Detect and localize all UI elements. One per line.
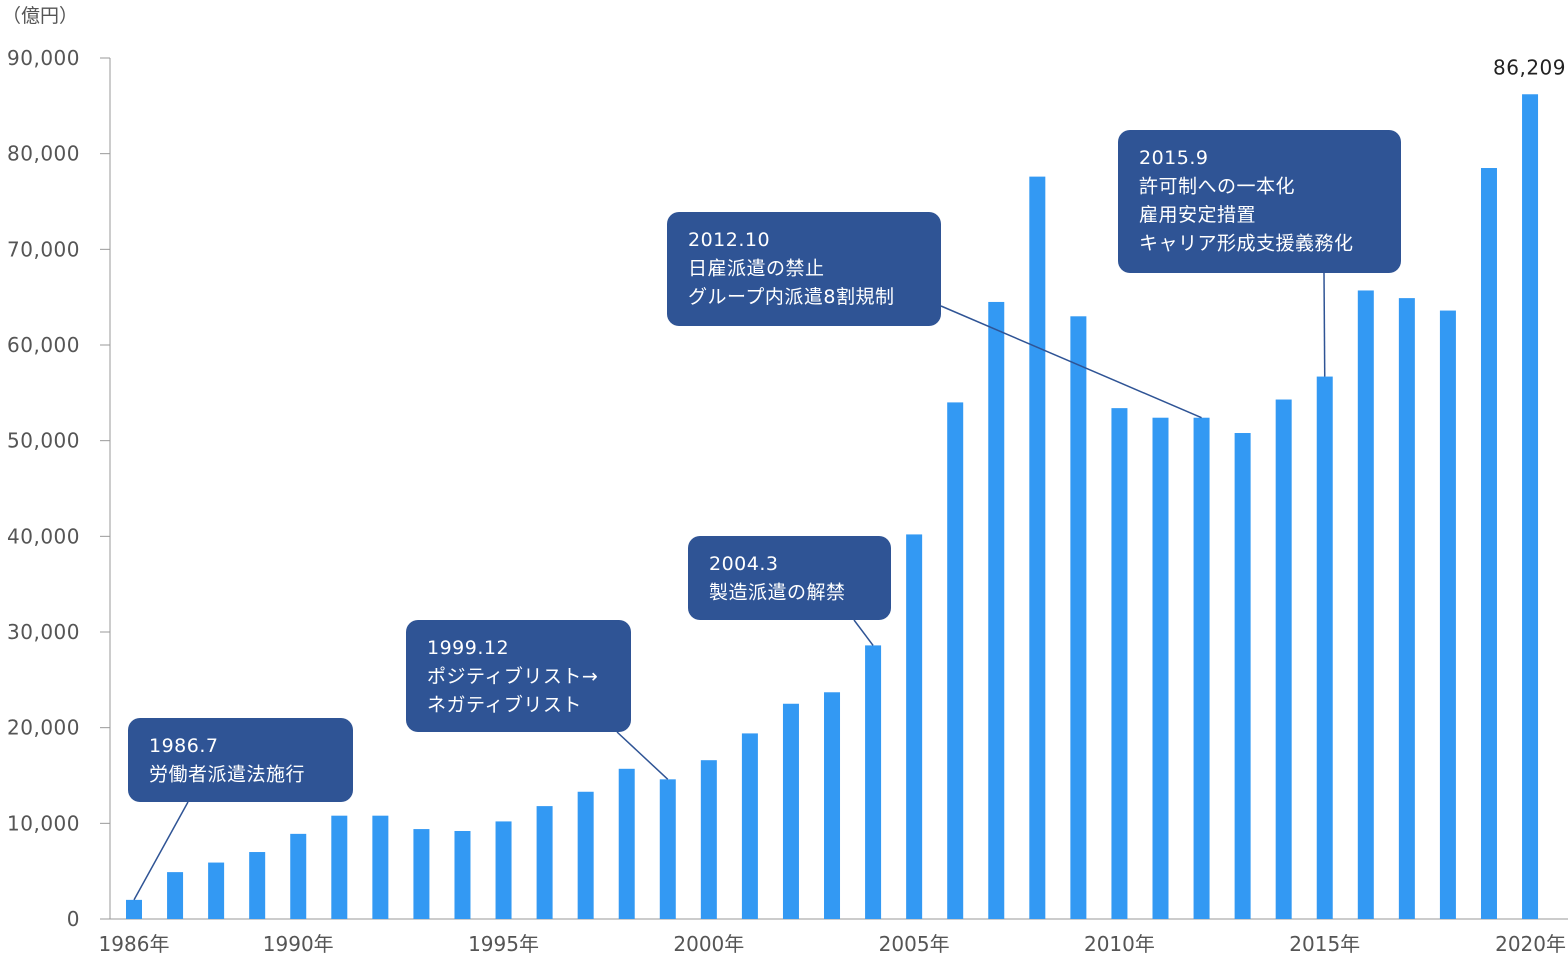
- bar-1993: [413, 829, 430, 919]
- callout-text-line: 雇用安定措置: [1139, 204, 1256, 226]
- bar-2016: [1357, 290, 1374, 920]
- bar-2010: [1111, 408, 1128, 919]
- y-tick-label: 60,000: [7, 333, 80, 357]
- bar-1994: [454, 830, 471, 919]
- bar-1996: [536, 806, 553, 919]
- bar-1998: [618, 768, 635, 919]
- callout-leader-line: [1323, 272, 1326, 377]
- x-tick-label: 2020年: [1495, 932, 1566, 956]
- value-labels: 86,209: [1493, 55, 1566, 79]
- callout-1986.7: 1986.7 労働者派遣法施行: [128, 718, 353, 901]
- bar-1988: [208, 862, 225, 919]
- callout-box: [688, 536, 891, 620]
- bar-2015: [1316, 376, 1333, 919]
- callout-text-line: キャリア形成支援義務化: [1139, 233, 1354, 255]
- y-tick-label: 80,000: [7, 142, 80, 166]
- annotation-callouts: 1986.7 労働者派遣法施行 1999.12 ポジティブリスト→ ネガティブリスト 20…: [128, 130, 1401, 901]
- bar-1995: [495, 821, 512, 919]
- y-tick-label: 0: [67, 907, 80, 931]
- y-tick-label: 90,000: [7, 46, 80, 70]
- callout-text-line: 労働者派遣法施行: [149, 764, 305, 786]
- callout-text-line: 2012.10: [688, 229, 770, 251]
- callout-text-line: 製造派遣の解禁: [709, 582, 846, 604]
- callout-text-line: 許可制への一本化: [1139, 176, 1295, 198]
- callout-text-line: ポジティブリスト→: [427, 665, 598, 688]
- bar-1991: [331, 815, 348, 919]
- bar-2011: [1152, 417, 1169, 919]
- bar-2005: [906, 534, 923, 919]
- bar-2000: [700, 760, 717, 919]
- bar-2014: [1275, 399, 1292, 919]
- bar-2008: [1029, 176, 1046, 920]
- bar-1986: [126, 899, 142, 919]
- x-tick-label: 1986年: [99, 932, 170, 956]
- bar-series: [126, 94, 1539, 920]
- bar-2002: [782, 703, 799, 919]
- x-axis-ticks: 1986年 1990年 1995年 2000年 2005年 2010年 2015年 2020年: [99, 932, 1566, 956]
- callout-leader-line: [853, 619, 874, 646]
- y-tick-label: 40,000: [7, 524, 80, 548]
- y-tick-label: 30,000: [7, 620, 80, 644]
- y-tick-label: 70,000: [7, 237, 80, 261]
- x-tick-label: 2015年: [1289, 932, 1360, 956]
- callout-text-line: 日雇派遣の禁止: [688, 258, 825, 280]
- y-tick-label: 50,000: [7, 429, 80, 453]
- callout-2004.3: 2004.3 製造派遣の解禁: [688, 536, 891, 646]
- bar-1999: [659, 779, 676, 919]
- bar-2006: [947, 402, 964, 919]
- callout-leader-line: [940, 305, 1202, 419]
- bar-1997: [577, 791, 594, 919]
- x-tick-label: 1990年: [263, 932, 334, 956]
- callout-leader-line: [616, 731, 669, 780]
- bar-2013: [1234, 433, 1251, 919]
- callout-leader-line: [133, 801, 189, 901]
- x-tick-label: 1995年: [468, 932, 539, 956]
- bar-2018: [1439, 310, 1456, 919]
- bar-2017: [1398, 298, 1415, 920]
- bar-2001: [741, 733, 758, 919]
- callout-box: [667, 212, 941, 326]
- bar-2020: [1522, 94, 1539, 920]
- callout-text-line: 2015.9: [1139, 147, 1208, 169]
- callout-text-line: グループ内派遣8割規制: [688, 286, 894, 308]
- bar-2012: [1193, 417, 1210, 919]
- bar-1992: [372, 815, 389, 919]
- callout-box: [406, 620, 631, 732]
- x-tick-label: 2010年: [1084, 932, 1155, 956]
- bar-2004: [865, 645, 882, 919]
- y-axis-unit-label: （億円）: [2, 5, 78, 27]
- bar-2003: [824, 692, 841, 919]
- value-label: 86,209: [1493, 55, 1566, 79]
- callout-1999.12: 1999.12 ポジティブリスト→ ネガティブリスト: [406, 620, 669, 780]
- callout-text-line: 2004.3: [709, 553, 778, 575]
- y-tick-label: 20,000: [7, 716, 80, 740]
- bar-1990: [290, 833, 307, 919]
- y-axis-ticks: 0 10,000 20,000 30,000 40,000 50,000 60,000 70,…: [7, 46, 110, 931]
- callout-text-line: ネガティブリスト: [427, 693, 582, 716]
- x-tick-label: 2005年: [879, 932, 950, 956]
- callout-box: [1118, 130, 1401, 273]
- bar-2007: [988, 301, 1005, 919]
- bar-1989: [249, 852, 266, 919]
- bar-2019: [1480, 168, 1497, 919]
- callout-box: [128, 718, 353, 802]
- x-tick-label: 2000年: [673, 932, 744, 956]
- callout-text-line: 1986.7: [149, 735, 218, 757]
- y-tick-label: 10,000: [7, 811, 80, 835]
- bar-1987: [167, 872, 184, 919]
- callout-text-line: 1999.12: [427, 637, 509, 659]
- bar-2009: [1070, 316, 1087, 919]
